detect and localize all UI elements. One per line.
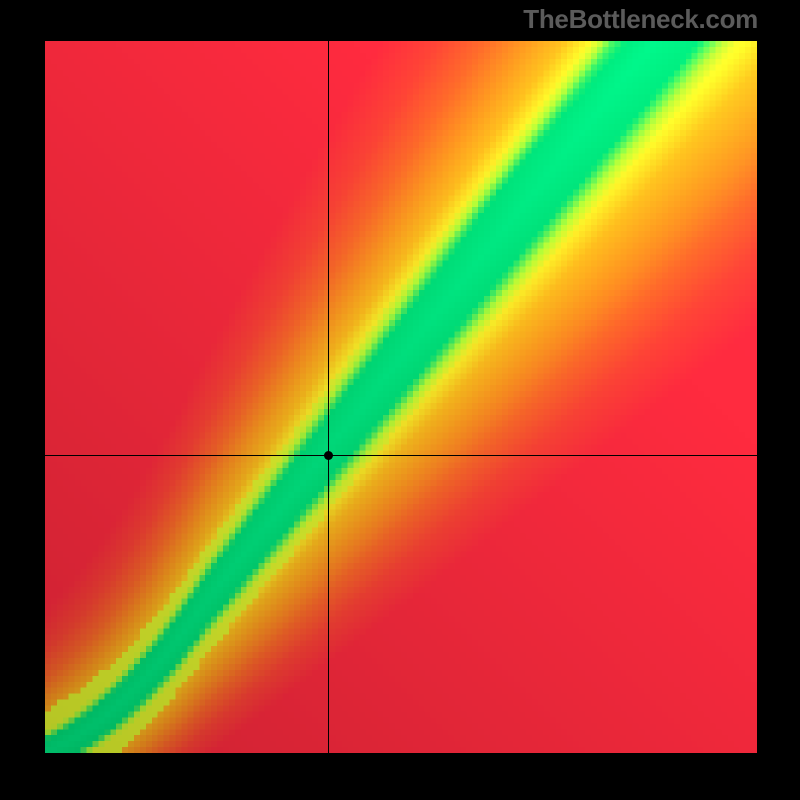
- heatmap-canvas: [45, 41, 757, 753]
- crosshair-horizontal: [45, 455, 757, 456]
- watermark-text: TheBottleneck.com: [523, 4, 758, 35]
- crosshair-vertical: [328, 41, 329, 753]
- crosshair-dot: [324, 451, 333, 460]
